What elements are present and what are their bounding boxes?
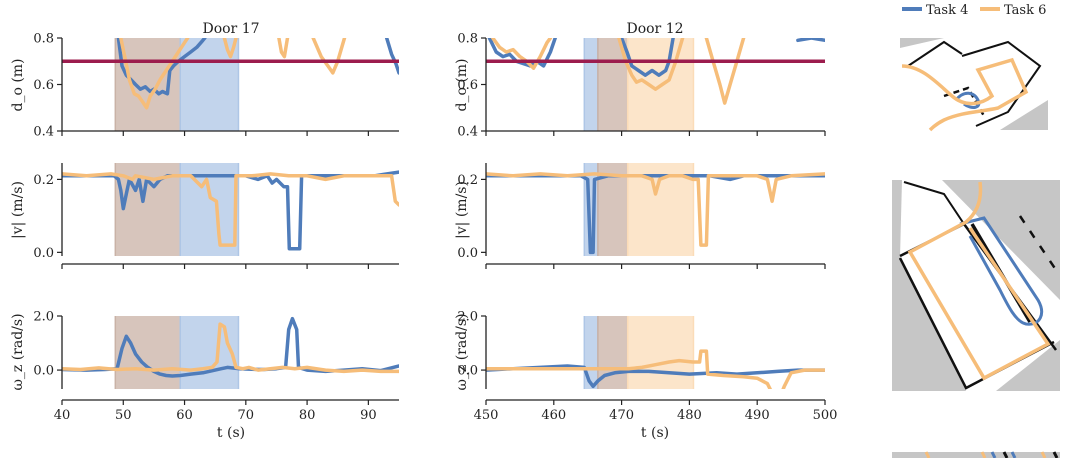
panel-do-door-17: 0.4 0.6 0.8 [33,32,399,140]
ylabel-v-door-17: |v| (m/s) [10,181,26,239]
xtick-label-2-door-17: 60 [176,408,193,423]
series-task-6-seg-0-v-door-17 [62,172,399,247]
ytick-label-1-do-door-12: 0.6 [457,78,478,93]
map-strip-bottom [892,451,1060,458]
map3-task6-mark-3 [1040,451,1047,458]
series-task-4-seg-1-do-door-17 [384,38,399,75]
map-door-17 [900,38,1048,132]
map3-task6-mark [924,451,931,458]
ylabel-do-door-12: d_o (m) [454,58,470,111]
series-task-6-seg-1-do-door-17 [222,38,238,59]
xtick-label-4-door-12: 490 [745,408,770,423]
map2-dash-1 [1018,215,1058,271]
panel-v-door-12: 0.0 0.2 [457,163,826,269]
map1-task6-path [901,57,1029,132]
series-task-6-seg-0-w-door-17 [62,322,399,374]
xlabel-door-17: t (s) [217,425,245,441]
legend-task4-label: Task 4 [926,3,968,18]
xtick-label-3-door-12: 480 [677,408,702,423]
span-0-w-door-12 [584,316,598,389]
panel-w-door-17: 0.0 2.0 40 50 60 70 80 90 [33,310,399,423]
span-0-w-door-17 [115,316,181,389]
ytick-label-0-do-door-12: 0.4 [457,125,478,140]
series-task-4-seg-0-v-door-17 [62,170,399,251]
series-task-4-seg-0-w-door-12 [486,364,825,389]
span-2-w-door-12 [627,316,694,389]
ytick-label-0-do-door-17: 0.4 [33,125,54,140]
ytick-label-1-w-door-17: 2.0 [33,310,54,325]
series-task-4-seg-2-do-door-12 [796,38,825,43]
ytick-label-2-do-door-12: 0.8 [457,32,478,47]
chart-title-door-17: Door 17 [202,21,259,37]
xtick-label-1-door-12: 460 [541,408,566,423]
map3-task4-mark-2 [1010,451,1017,458]
map3-wall-mark-2 [1052,451,1059,458]
ytick-label-0-w-door-17: 0.0 [33,364,54,379]
span-1-w-door-17 [180,316,239,389]
map3-task6-mark-2 [980,451,987,458]
span-0-do-door-12 [584,38,598,131]
xtick-label-5-door-17: 90 [360,408,377,423]
map3-obstacle [892,452,1060,458]
map2-wall-top [903,181,965,225]
series-task-6-seg-0-w-door-12 [486,349,825,389]
series-task-4-seg-0-do-door-17 [116,38,207,96]
ylabel-w-door-12: ω_z (rad/s) [454,313,470,390]
ylabel-v-door-12: |v| (m/s) [454,181,470,239]
span-1-v-door-17 [180,163,239,256]
ylabel-do-door-17: d_o (m) [10,58,26,111]
map2-task6-path [907,181,1051,381]
series-task-6-seg-3-do-door-17 [311,38,347,75]
map1-wall-3 [943,86,986,117]
panel-v-door-17: 0.0 0.2 [33,163,399,269]
ytick-label-0-v-door-17: 0.0 [33,246,54,261]
map2-task4-path [959,216,1043,326]
ytick-label-2-do-door-17: 0.8 [33,32,54,47]
panel-do-door-12: 0.4 0.6 0.8 [457,32,826,140]
series-task-6-seg-0-do-door-17 [119,38,190,110]
ytick-label-1-v-door-17: 0.2 [33,173,54,188]
ytick-label-1-do-door-17: 0.6 [33,78,54,93]
xtick-label-4-door-17: 80 [299,408,316,423]
xtick-label-5-door-12: 500 [813,408,838,423]
series-task-6-seg-0-do-door-12 [491,38,553,70]
xtick-label-0-door-12: 450 [474,408,499,423]
map-door-12 [892,180,1060,391]
series-task-6-seg-2-do-door-17 [277,38,290,59]
xtick-label-1-door-17: 50 [115,408,132,423]
map1-task4-path [954,91,981,109]
ytick-label-0-w-door-12: 0.0 [457,364,478,379]
xlabel-door-12: t (s) [641,425,669,441]
ytick-label-0-v-door-12: 0.0 [457,246,478,261]
map1-wall-2 [961,40,1042,127]
legend-task6-label: Task 6 [1004,3,1046,18]
map3-wall-mark [1002,451,1009,458]
xtick-label-2-door-12: 470 [609,408,634,423]
series-task-6-seg-0-v-door-12 [486,172,825,247]
map1-wall [907,40,963,67]
ylabel-w-door-17: ω_z (rad/s) [10,313,26,390]
xtick-label-0-door-17: 40 [54,408,71,423]
series-task-6-seg-2-do-door-12 [704,38,746,105]
plot-area: 0.40.60.80.00.20.02.040 50 60 70 80 900.40.60… [33,32,837,424]
panel-w-door-12: 0.0 2.0 450 460 470 480 490 500 [457,310,837,424]
xtick-label-3-door-17: 70 [238,408,255,423]
ytick-label-1-w-door-12: 2.0 [457,310,478,325]
series-task-6-seg-1-do-door-12 [617,38,685,91]
chart-title-door-12: Door 12 [626,21,683,37]
ytick-label-1-v-door-12: 0.2 [457,173,478,188]
legend: Task 4 Task 6 [902,3,1046,18]
map3-task4-mark [990,451,997,458]
series-task-4-seg-1-do-door-12 [619,38,675,77]
